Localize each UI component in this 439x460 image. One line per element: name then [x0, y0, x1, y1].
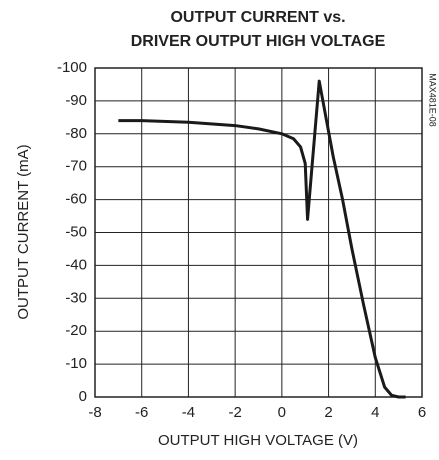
y-tick-label: -100 — [57, 59, 87, 76]
x-tick-label: -4 — [182, 404, 195, 421]
x-tick-label: 6 — [418, 404, 426, 421]
y-tick-label: -40 — [65, 256, 87, 273]
y-axis-label: OUTPUT CURRENT (mA) — [15, 144, 32, 319]
data-line — [118, 79, 406, 399]
x-tick-label: -6 — [135, 404, 148, 421]
x-tick-label: -8 — [88, 404, 101, 421]
y-tick-label: -20 — [65, 322, 87, 339]
x-tick-label: 2 — [324, 404, 332, 421]
y-tick-label: -10 — [65, 355, 87, 372]
chart-title: OUTPUT CURRENT vs. — [170, 9, 345, 26]
x-tick-label: 0 — [278, 404, 286, 421]
y-tick-label: -60 — [65, 191, 87, 208]
y-tick-label: -30 — [65, 289, 87, 306]
chart-title: DRIVER OUTPUT HIGH VOLTAGE — [131, 33, 386, 50]
y-tick-label: -70 — [65, 158, 87, 175]
side-note: MAX481E-08 — [428, 73, 438, 127]
y-tick-label: -50 — [65, 223, 87, 240]
x-tick-label: -2 — [228, 404, 241, 421]
y-tick-label: -80 — [65, 125, 87, 142]
y-tick-label: 0 — [79, 388, 87, 405]
x-axis-label: OUTPUT HIGH VOLTAGE (V) — [158, 432, 358, 449]
x-tick-label: 4 — [371, 404, 379, 421]
y-tick-label: -90 — [65, 92, 87, 109]
